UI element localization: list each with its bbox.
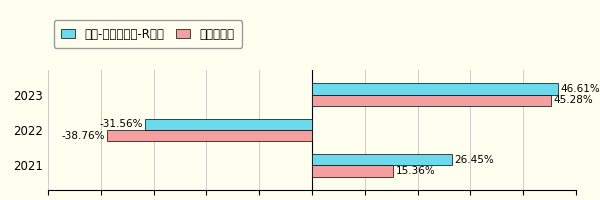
Text: -31.56%: -31.56% [99, 119, 143, 129]
Text: -38.76%: -38.76% [61, 131, 105, 141]
Bar [107, 130, 312, 141]
Bar [312, 83, 558, 95]
Bar [312, 165, 393, 177]
Bar [312, 95, 551, 106]
Text: 45.28%: 45.28% [554, 95, 593, 105]
Bar [312, 154, 452, 165]
Text: 15.36%: 15.36% [396, 166, 436, 176]
Bar [145, 119, 312, 130]
Text: 26.45%: 26.45% [454, 155, 494, 165]
Text: 46.61%: 46.61% [561, 84, 600, 94]
Legend: 百達-機器人科技-R歐元, 同類型平均: 百達-機器人科技-R歐元, 同類型平均 [54, 20, 242, 48]
